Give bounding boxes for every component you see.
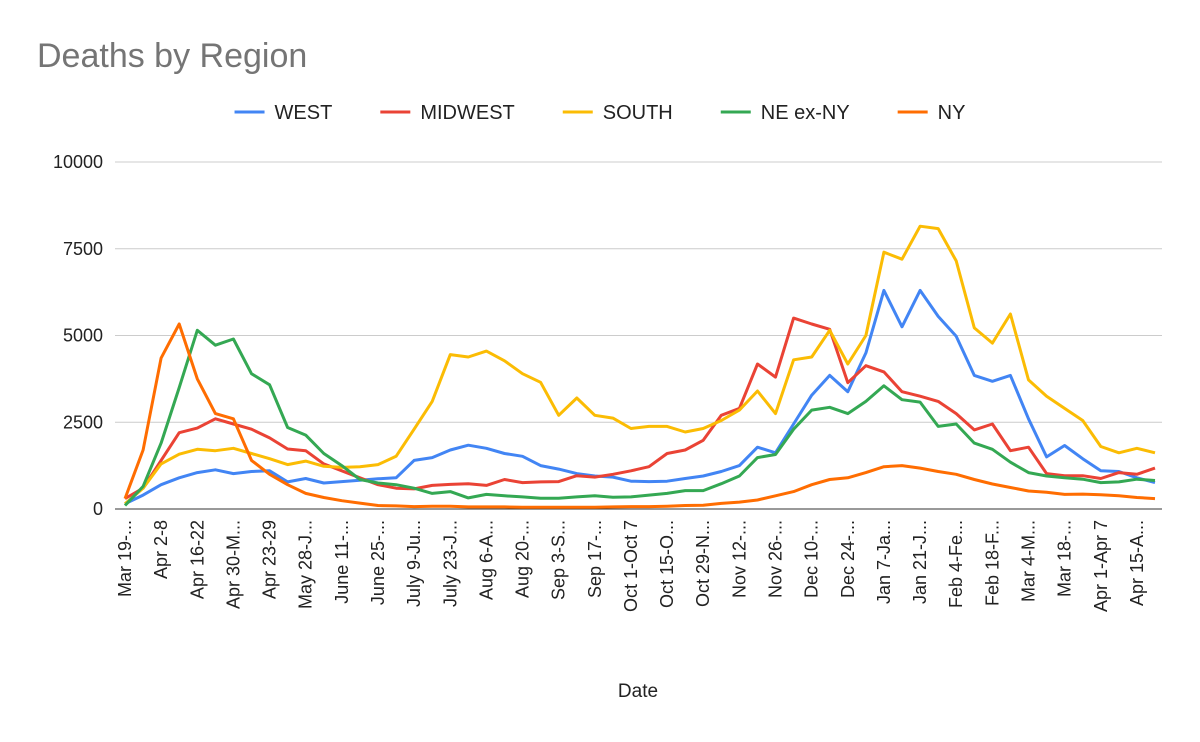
legend-label: WEST [275,102,333,124]
legend-label: SOUTH [603,102,673,124]
x-tick-label: Sep 3-S... [549,520,569,600]
x-tick-label: June 11-... [332,520,352,604]
series-line [124,288,1156,506]
x-tick-label: Apr 30-M... [223,520,243,609]
x-tick-label: July 9-Ju... [404,520,424,607]
series-line [124,224,1156,505]
x-tick-label: Nov 26-... [766,520,786,598]
x-tick-label: Apr 23-29 [260,520,280,599]
x-tick-label: Oct 29-N... [693,520,713,607]
series-line [124,316,1156,500]
series-line [123,322,1156,509]
y-tick-label: 0 [93,499,103,519]
series-line [123,328,1156,507]
x-tick-label: Aug 6-A... [476,520,496,600]
x-tick-label: Jan 7-Ja... [874,520,894,604]
y-tick-label: 2500 [63,412,103,432]
legend-label: NE ex-NY [761,102,850,124]
x-axis-label: Date [618,681,658,702]
x-tick-label: Feb 18-F... [982,520,1002,606]
x-tick-label: Sep 17-... [585,520,605,598]
x-tick-label: Dec 10-... [802,520,822,598]
x-tick-label: Oct 1-Oct 7 [621,520,641,612]
x-tick-label: July 23-J... [440,520,460,607]
x-tick-label: Mar 19-... [115,520,135,597]
x-tick-label: Feb 4-Fe... [946,520,966,608]
y-tick-label: 5000 [63,326,103,346]
x-tick-label: Apr 1-Apr 7 [1091,520,1111,612]
x-tick-label: Aug 20-... [513,520,533,598]
x-tick-label: Apr 15-A... [1127,520,1147,606]
legend-label: NY [938,102,966,124]
x-tick-label: Oct 15-O... [657,520,677,608]
x-tick-label: June 25-... [368,520,388,605]
legend-label: MIDWEST [420,102,514,124]
x-tick-label: Mar 4-M... [1019,520,1039,602]
x-tick-label: May 28-J... [296,520,316,609]
chart-title: Deaths by Region [37,37,307,75]
x-tick-label: Mar 18-... [1055,520,1075,597]
x-tick-label: Jan 21-J... [910,520,930,604]
y-tick-label: 7500 [63,239,103,259]
y-tick-label: 10000 [53,152,103,172]
x-tick-label: Apr 2-8 [151,520,171,579]
x-tick-label: Apr 16-22 [187,520,207,599]
x-tick-label: Dec 24-... [838,520,858,598]
x-tick-label: Nov 12-... [729,520,749,598]
